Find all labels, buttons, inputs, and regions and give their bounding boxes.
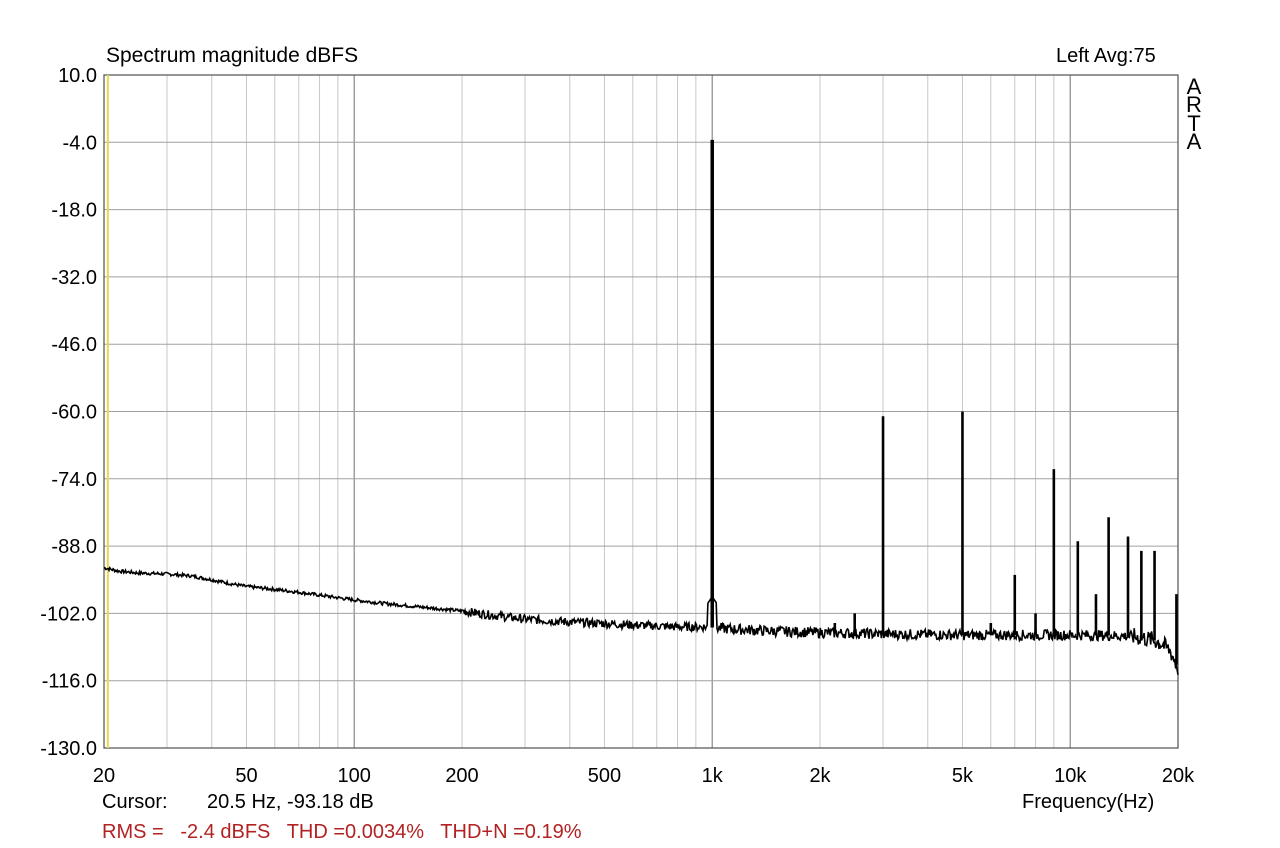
y-tick-label: -116.0 (42, 671, 97, 693)
y-tick-label: -18.0 (51, 200, 97, 222)
y-tick-label: 10.0 (58, 65, 97, 87)
x-tick-label: 20k (1162, 765, 1195, 787)
cursor-readout: 20.5 Hz, -93.18 dB (207, 791, 374, 813)
y-tick-label: -32.0 (51, 267, 97, 289)
x-tick-label: 500 (588, 765, 621, 787)
y-tick-label: -60.0 (51, 402, 97, 424)
x-tick-label: 200 (445, 765, 478, 787)
y-tick-label: -46.0 (51, 334, 97, 356)
plot-frame (103, 74, 1179, 749)
x-tick-label: 20 (93, 765, 115, 787)
cursor-label: Cursor: (102, 791, 168, 813)
x-tick-label: 10k (1054, 765, 1087, 787)
spectrum-noise-floor (103, 566, 1179, 675)
brand-letter: T (1187, 110, 1201, 136)
channel-average-label: Left Avg:75 (1056, 45, 1156, 67)
x-tick-label: 100 (338, 765, 371, 787)
y-tick-label: -74.0 (51, 469, 97, 491)
chart-title: Spectrum magnitude dBFS (106, 44, 359, 67)
brand-letter: A (1186, 74, 1202, 99)
brand-letter: A (1186, 128, 1202, 154)
y-tick-label: -4.0 (63, 132, 97, 154)
x-tick-label: 5k (952, 765, 974, 787)
y-tick-label: -102.0 (40, 603, 97, 625)
y-tick-label: -130.0 (40, 738, 97, 760)
brand-letter: R (1186, 92, 1202, 118)
y-tick-label: -88.0 (51, 536, 97, 558)
rms-thd-readout: RMS = -2.4 dBFS THD =0.0034% THD+N =0.19… (102, 821, 582, 843)
x-tick-label: 50 (235, 765, 257, 787)
x-tick-label: 2k (809, 765, 831, 787)
x-axis-label: Frequency(Hz) (1022, 791, 1155, 813)
x-tick-label: 1k (702, 765, 724, 787)
